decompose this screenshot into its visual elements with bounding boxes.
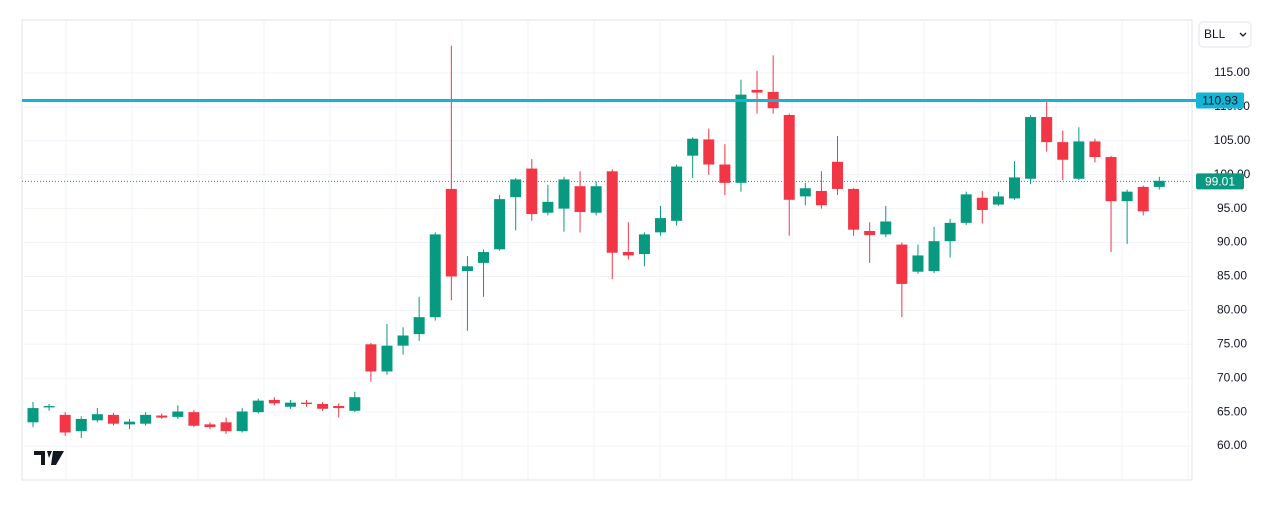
candle-body <box>510 179 522 198</box>
candle-body <box>268 399 280 404</box>
candle-body <box>478 252 490 263</box>
candle-body <box>799 188 811 197</box>
candle-body <box>687 138 699 156</box>
candle-body <box>429 234 441 318</box>
candle-body <box>284 402 296 407</box>
symbol-text[interactable]: BLL <box>1204 27 1226 41</box>
candle-body <box>252 400 264 413</box>
candle-body <box>622 252 634 256</box>
candle-body <box>671 166 683 221</box>
candle-body <box>75 418 87 432</box>
candle-body <box>606 171 618 253</box>
candle-body <box>220 422 232 432</box>
candle-body <box>864 231 876 236</box>
candle-body <box>1008 177 1020 199</box>
candle-body <box>1153 180 1165 187</box>
hline-box <box>1196 92 1244 109</box>
candle-body <box>832 161 843 189</box>
candle-body <box>590 186 602 213</box>
candle-body <box>140 414 152 424</box>
candle-body <box>1025 117 1037 179</box>
y-tick-label: 65.00 <box>1217 404 1247 418</box>
candle-body <box>156 415 168 418</box>
candle-body <box>1089 141 1101 158</box>
candle-body <box>1073 141 1085 179</box>
candle-body <box>992 196 1004 205</box>
y-tick-label: 80.00 <box>1217 303 1247 317</box>
candle-body <box>960 194 972 223</box>
candle-body <box>349 397 361 411</box>
last-price-box <box>1196 173 1244 190</box>
symbol-dropdown[interactable]: BLL <box>1198 21 1252 48</box>
candle-body <box>124 421 136 425</box>
candle-body <box>107 414 119 424</box>
candle-body <box>928 241 940 272</box>
y-tick-label: 95.00 <box>1217 201 1247 215</box>
logo-shape <box>34 451 64 465</box>
candle-body <box>880 221 892 235</box>
candle-body <box>751 89 763 93</box>
candle-body <box>574 186 586 213</box>
y-tick-label: 75.00 <box>1217 336 1247 350</box>
last-price-label: 99.01 <box>1205 175 1235 189</box>
y-tick-label: 90.00 <box>1217 235 1247 249</box>
candle-body <box>27 408 39 423</box>
y-tick-label: 60.00 <box>1217 438 1247 452</box>
candle-body <box>638 234 650 255</box>
candle-body <box>896 244 908 284</box>
candle-body <box>365 344 377 372</box>
y-tick-label: 85.00 <box>1217 269 1247 283</box>
plot-frame <box>21 19 1193 481</box>
candle-body <box>719 164 731 183</box>
candle-body <box>526 168 538 215</box>
candle-body <box>1137 186 1149 212</box>
hline-label: 110.93 <box>1202 94 1238 108</box>
candle-body <box>848 188 860 230</box>
candle-body <box>976 197 988 210</box>
dropdown-arrow[interactable] <box>1239 32 1247 37</box>
candle-body <box>397 335 409 346</box>
candle-body <box>944 222 956 242</box>
candle-body <box>1057 142 1069 160</box>
candle-body <box>494 199 506 250</box>
candle-body <box>413 317 425 335</box>
candle-body <box>1121 191 1133 202</box>
y-tick-label: 105.00 <box>1214 133 1251 147</box>
logo <box>34 451 64 465</box>
candle-body <box>188 412 200 426</box>
y-tick-label: 70.00 <box>1217 370 1247 384</box>
candle-body <box>558 179 570 209</box>
candle-body <box>815 190 827 206</box>
candle-body <box>461 266 473 272</box>
candle-body <box>317 404 329 409</box>
y-tick-label: 115.00 <box>1214 65 1250 79</box>
candle-body <box>542 201 554 213</box>
candle-body <box>735 94 747 183</box>
candle-body <box>655 218 667 233</box>
candle-body <box>236 411 248 432</box>
candle-body <box>1105 157 1117 202</box>
candle-body <box>381 345 393 372</box>
candle-body <box>445 188 457 277</box>
candle-body <box>59 414 71 433</box>
candle-body <box>783 114 795 200</box>
candle-body <box>1041 117 1053 143</box>
candle-body <box>301 402 313 405</box>
candle-body <box>333 406 345 409</box>
candle-body <box>172 411 184 417</box>
candle-body <box>204 424 216 428</box>
candle-body <box>91 414 103 421</box>
candle-body <box>43 406 55 408</box>
dropdown-box[interactable] <box>1198 21 1252 48</box>
candle-body <box>912 255 924 272</box>
candle-body <box>703 139 715 165</box>
